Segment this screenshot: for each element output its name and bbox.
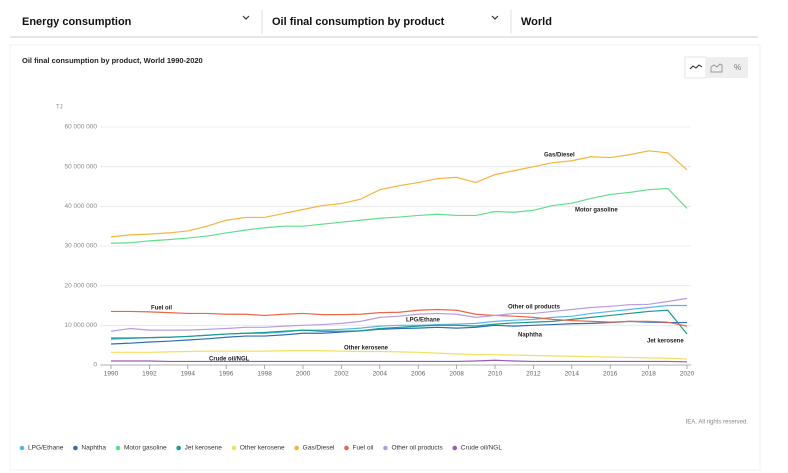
series-line — [111, 359, 688, 363]
legend-swatch — [452, 445, 458, 451]
y-tick-label: 10 000 000 — [64, 322, 97, 329]
series-annotation: Crude oil/NGL — [209, 357, 250, 363]
source-note: IEA. All rights reserved. — [686, 420, 749, 426]
x-tick-label: 2010 — [488, 371, 503, 378]
y-tick-label: 20 000 000 — [64, 282, 97, 289]
legend: LPG/Ethane Naphtha Motor gasoline Jet keros… — [19, 445, 503, 452]
area-icon — [710, 63, 723, 73]
legend-swatch — [344, 445, 349, 451]
chart-panel — [9, 44, 761, 471]
dropdown[interactable]: World — [521, 16, 552, 28]
legend-label: Jet kerosene — [185, 445, 223, 452]
x-tick-label: 2012 — [526, 371, 541, 378]
y-tick-label: 30 000 000 — [64, 243, 97, 250]
series-line — [110, 297, 688, 332]
series-line — [111, 308, 688, 327]
x-tick-label: 2000 — [296, 371, 311, 378]
x-tick-label: 2006 — [411, 371, 426, 378]
series-line — [110, 150, 688, 238]
dropdown[interactable]: Oil final consumption by product — [272, 16, 445, 28]
legend-swatch — [383, 445, 388, 451]
x-tick-label: 2020 — [680, 371, 695, 378]
chevron[interactable] — [491, 15, 499, 20]
x-tick-label: 2004 — [373, 371, 388, 378]
legend-label: Naphtha — [81, 445, 106, 452]
series-line — [111, 350, 688, 360]
plot: 0 10 000 000 20 000 000 30 000 000 40 000 00… — [64, 124, 694, 378]
x-tick-label: 2008 — [449, 371, 464, 378]
y-tick-label: 40 000 000 — [64, 203, 97, 210]
y-tick-label: 60 000 000 — [64, 124, 97, 131]
y-tick-label: 0 — [93, 362, 97, 369]
legend-label: LPG/Ethane — [28, 445, 64, 452]
legend-label: Other kerosene — [240, 445, 285, 452]
x-tick-label: 1990 — [104, 371, 119, 378]
legend-label: Fuel oil — [352, 445, 374, 452]
chevron[interactable] — [242, 15, 250, 20]
x-tick-label: 2014 — [565, 371, 580, 378]
x-tick-label: 1994 — [181, 371, 196, 378]
series-annotation: Fuel oil — [151, 306, 172, 312]
legend-label: Other oil products — [391, 445, 443, 452]
chart-title: Oil final consumption by product, World … — [22, 56, 203, 65]
series-annotation: Naphtha — [518, 333, 543, 339]
legend-label: Motor gasoline — [124, 445, 167, 452]
series-annotation: Gas/Diesel — [544, 153, 575, 159]
line-icon — [689, 64, 703, 70]
series-line — [110, 320, 687, 345]
legend-swatch — [73, 445, 78, 451]
area-view-button[interactable] — [706, 57, 727, 78]
x-tick-label: 2018 — [641, 371, 656, 378]
x-tick-label: 2002 — [334, 371, 349, 378]
legend-swatch — [115, 445, 121, 451]
legend-label: Crude oil/NGL — [461, 445, 503, 452]
x-tick-label: 1996 — [219, 371, 234, 378]
legend-swatch — [19, 445, 25, 451]
y-unit: TJ — [56, 105, 63, 111]
percent-icon: % — [734, 63, 741, 72]
x-tick-label: 1998 — [257, 371, 272, 378]
dropdown[interactable]: Energy consumption — [22, 16, 132, 28]
y-tick-label: 50 000 000 — [64, 163, 97, 170]
percent-view-button[interactable] — [727, 57, 748, 78]
series-annotation: Jet kerosene — [647, 339, 684, 345]
legend-swatch — [231, 445, 237, 451]
series-annotation: Other oil products — [508, 305, 561, 311]
legend-swatch — [176, 445, 181, 451]
series-line — [110, 187, 688, 244]
series-annotation: Other kerosene — [344, 346, 389, 352]
series-annotation: Motor gasoline — [575, 208, 618, 214]
x-tick-label: 2016 — [603, 371, 618, 378]
series-annotation: LPG/Ethane — [406, 318, 441, 324]
series-line — [111, 309, 688, 339]
x-tick-label: 1992 — [142, 371, 157, 378]
legend-label: Gas/Diesel — [303, 445, 335, 452]
legend-swatch — [294, 445, 299, 451]
